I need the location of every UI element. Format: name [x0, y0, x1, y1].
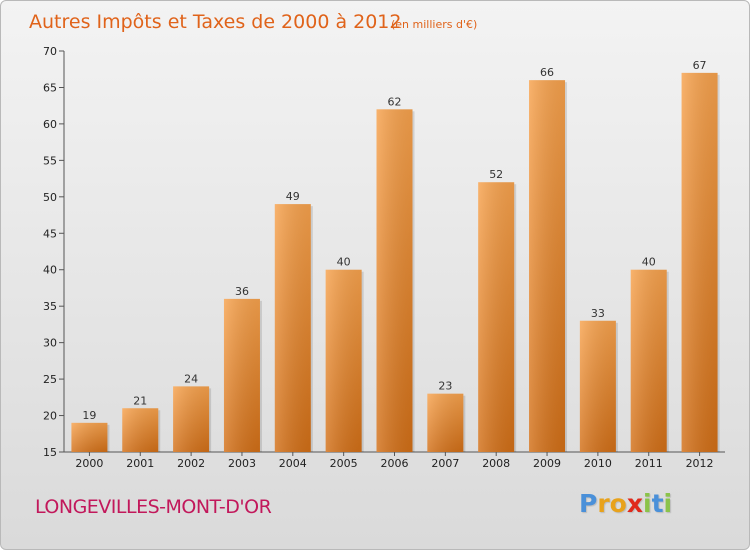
x-tick-label: 2008	[482, 457, 510, 470]
bar-highlight	[274, 204, 311, 452]
x-tick-label: 2011	[635, 457, 663, 470]
bar-highlight	[71, 422, 108, 452]
value-label: 36	[235, 285, 249, 298]
logo-letter: i	[663, 489, 673, 518]
y-tick-label: 50	[43, 191, 57, 204]
value-label: 19	[82, 409, 96, 422]
bar-highlight	[376, 109, 413, 452]
value-label: 67	[693, 59, 707, 72]
x-tick-label: 2000	[75, 457, 103, 470]
y-tick-label: 40	[43, 264, 57, 277]
x-tick-label: 2005	[330, 457, 358, 470]
x-tick-label: 2007	[431, 457, 459, 470]
y-tick-label: 20	[43, 410, 57, 423]
bar-highlight	[325, 269, 362, 452]
value-label: 62	[388, 95, 402, 108]
value-label: 52	[489, 168, 503, 181]
value-label: 23	[438, 380, 452, 393]
x-tick-label: 2010	[584, 457, 612, 470]
y-tick-label: 55	[43, 154, 57, 167]
y-tick-label: 70	[43, 45, 57, 58]
y-tick-label: 25	[43, 373, 57, 386]
logo-letter: o	[609, 489, 627, 518]
y-tick-label: 60	[43, 118, 57, 131]
town-name: LONGEVILLES-MONT-D'OR	[35, 496, 272, 518]
y-tick-label: 45	[43, 227, 57, 240]
bar-highlight	[478, 182, 515, 452]
chart-title: Autres Impôts et Taxes de 2000 à 2012	[29, 11, 402, 33]
y-tick-label: 35	[43, 300, 57, 313]
bar-highlight	[173, 386, 210, 452]
x-tick-label: 2009	[533, 457, 561, 470]
bars-group: 19 21 24 36 49 40 62 23 52 66 33 40 67	[71, 59, 720, 452]
y-tick-label: 65	[43, 81, 57, 94]
logo-letter: i	[643, 489, 652, 518]
logo-letter: r	[597, 489, 610, 518]
proxiti-logo[interactable]: Proxiti	[579, 489, 672, 518]
x-tick-label: 2004	[279, 457, 307, 470]
logo-letter: x	[626, 489, 643, 518]
value-label: 40	[337, 256, 351, 269]
bar-highlight	[630, 269, 667, 452]
value-label: 21	[133, 394, 147, 407]
x-tick-label: 2002	[177, 457, 205, 470]
value-label: 40	[642, 256, 656, 269]
value-label: 24	[184, 372, 198, 385]
bar-highlight	[529, 80, 566, 452]
axes: 15 20 25 30 35 40 45 50 55 60 65 70 2000 2001 2002 2003…	[43, 45, 725, 470]
value-label: 33	[591, 307, 605, 320]
y-tick-label: 15	[43, 446, 57, 459]
chart-unit: (en milliers d'€)	[391, 18, 477, 31]
y-tick-label: 30	[43, 337, 57, 350]
x-tick-label: 2001	[126, 457, 154, 470]
logo-letter: t	[651, 489, 664, 518]
value-label: 66	[540, 66, 554, 79]
bar-highlight	[223, 298, 260, 452]
logo-letter: P	[579, 489, 598, 518]
bar-highlight	[681, 72, 718, 452]
value-label: 49	[286, 190, 300, 203]
bar-highlight	[579, 320, 616, 452]
bar-highlight	[122, 408, 159, 452]
x-tick-label: 2006	[381, 457, 409, 470]
x-tick-label: 2003	[228, 457, 256, 470]
bar-highlight	[427, 393, 464, 452]
x-tick-label: 2012	[686, 457, 714, 470]
